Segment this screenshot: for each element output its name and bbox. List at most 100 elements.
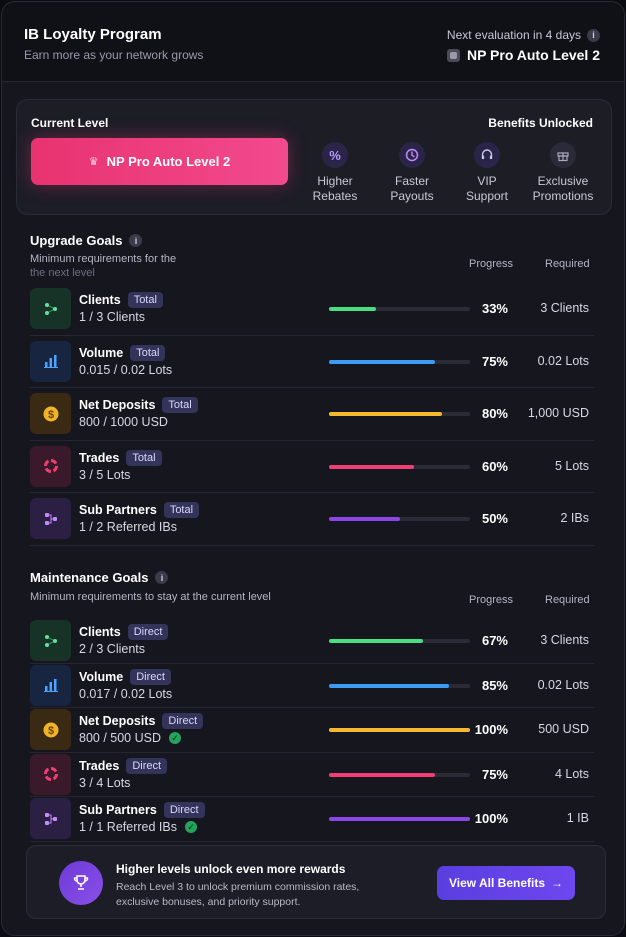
progress-percent: 50% [481, 511, 508, 527]
goal-row: $ Net Deposits Total 800 / 1000 USD 80% … [30, 388, 594, 441]
ring-icon [30, 445, 71, 487]
progress-percent: 80% [481, 406, 508, 422]
goal-row: Volume Total 0.015 / 0.02 Lots 75% 0.02 … [30, 336, 594, 389]
goal-name: Volume Direct [79, 668, 171, 685]
goal-name: Clients Direct [79, 624, 169, 640]
required-value: 4 Lots [554, 766, 589, 781]
goal-row: $ Net Deposits Direct 800 / 500 USD ✓ 10… [30, 708, 594, 753]
benefit-vip-support: VIP Support [447, 142, 527, 204]
banner-text: Reach Level 3 to unlock premium commissi… [116, 881, 360, 908]
progress-fill [329, 464, 414, 469]
required-value: 3 Clients [540, 301, 589, 315]
goal-scope-tag: Total [163, 502, 200, 519]
required-value: 0.02 Lots [537, 677, 589, 692]
dollar-coin-icon: $ [30, 393, 71, 435]
svg-text:$: $ [47, 409, 53, 421]
goal-row: Clients Direct 2 / 3 Clients 67% 3 Clien… [30, 619, 594, 664]
goal-name: Net Deposits Total [79, 397, 198, 414]
progress-column-header: Progress [469, 594, 514, 606]
header-level: NP Pro Auto Level 2 [446, 47, 600, 63]
evaluation-info: Next evaluation in 4 days i [447, 28, 600, 42]
info-icon[interactable]: i [155, 571, 169, 584]
badge-icon [446, 48, 460, 62]
progress-fill [329, 517, 400, 522]
goal-row: Volume Direct 0.017 / 0.02 Lots 85% 0.02… [30, 664, 594, 709]
current-level-label: Current Level [31, 116, 109, 130]
progress-percent: 60% [481, 458, 508, 474]
progress-bar [329, 817, 470, 822]
check-icon: ✓ [169, 732, 181, 745]
benefit-label: Exclusive Promotions [532, 174, 594, 203]
benefit-faster-payouts: Faster Payouts [372, 142, 452, 204]
info-icon[interactable]: i [129, 234, 143, 247]
benefits-label: Benefits Unlocked [488, 116, 593, 130]
progress-bar [329, 464, 470, 469]
headset-icon [474, 142, 500, 168]
benefit-label: VIP Support [465, 174, 509, 203]
network-icon [30, 288, 71, 329]
benefit-label: Faster Payouts [390, 174, 434, 203]
required-value: 5 Lots [554, 458, 589, 473]
progress-fill [329, 307, 376, 311]
benefit-exclusive-promotions: Exclusive Promotions [523, 142, 603, 204]
goal-row: Trades Total 3 / 5 Lots 60% 5 Lots [30, 441, 594, 494]
goal-value: 2 / 3 Clients [79, 642, 146, 656]
goal-scope-tag: Direct [162, 713, 204, 730]
progress-fill [329, 412, 442, 417]
progress-fill [329, 772, 435, 777]
progress-bar [329, 728, 470, 733]
progress-bar [329, 772, 470, 777]
progress-column-header: Progress [469, 258, 514, 270]
goal-name: Trades Total [79, 449, 162, 466]
upgrade-goals-subtitle: Minimum requirements for the the next lev… [30, 253, 177, 279]
required-value: 3 Clients [540, 633, 589, 647]
required-value: 2 IBs [560, 511, 590, 526]
dollar-coin-icon: $ [30, 709, 71, 751]
goal-row: Sub Partners Total 1 / 2 Referred IBs 50… [30, 493, 594, 546]
progress-percent: 100% [474, 722, 508, 738]
goal-name: Sub Partners Direct [79, 802, 205, 819]
ring-icon [30, 753, 71, 795]
goal-row: Clients Total 1 / 3 Clients 33% 3 Client… [30, 283, 594, 336]
progress-fill [329, 639, 424, 643]
info-icon[interactable]: i [587, 28, 600, 42]
goal-value: 0.017 / 0.02 Lots [79, 686, 173, 701]
button-label: View All Benefits [448, 876, 546, 890]
progress-percent: 67% [481, 633, 508, 648]
progress-bar [329, 517, 470, 522]
goal-value: 1 / 3 Clients [79, 310, 146, 324]
goal-scope-tag: Direct [130, 668, 171, 685]
goal-value: 1 / 2 Referred IBs [79, 520, 177, 535]
current-level-pill: ♛ NP Pro Auto Level 2 [31, 138, 288, 185]
progress-fill [329, 728, 470, 733]
maintenance-goals-subtitle: Minimum requirements to stay at the curr… [30, 591, 271, 603]
progress-percent: 75% [481, 353, 508, 369]
evaluation-text: Next evaluation in 4 days [446, 28, 581, 42]
required-value: 1,000 USD [527, 406, 589, 421]
progress-fill [329, 359, 435, 364]
goal-scope-tag: Total [162, 397, 198, 414]
rewards-banner: Higher levels unlock even more rewards R… [26, 845, 606, 919]
progress-bar [329, 683, 470, 688]
current-level-name: NP Pro Auto Level 2 [106, 154, 231, 169]
goal-value: 1 / 1 Referred IBs ✓ [79, 820, 197, 834]
progress-bar [329, 412, 470, 417]
banner-title: Higher levels unlock even more rewards [116, 862, 346, 876]
hierarchy-icon [30, 798, 71, 840]
percent-icon: % [322, 142, 348, 168]
goal-scope-tag: Total [126, 449, 162, 466]
progress-fill [329, 817, 470, 822]
goal-value: 3 / 5 Lots [79, 467, 131, 482]
required-column-header: Required [545, 258, 590, 270]
arrow-right-icon: → [551, 876, 564, 890]
required-value: 500 USD [538, 722, 589, 737]
required-value: 0.02 Lots [537, 353, 589, 368]
header: IB Loyalty Program Earn more as your net… [2, 2, 624, 82]
bar-chart-icon [30, 664, 71, 706]
goal-name: Clients Total [79, 292, 163, 308]
view-all-benefits-button[interactable]: View All Benefits → [437, 866, 575, 900]
goal-name: Volume Total [79, 344, 166, 361]
goal-value: 800 / 1000 USD [79, 415, 168, 430]
page-title: IB Loyalty Program [24, 26, 162, 43]
